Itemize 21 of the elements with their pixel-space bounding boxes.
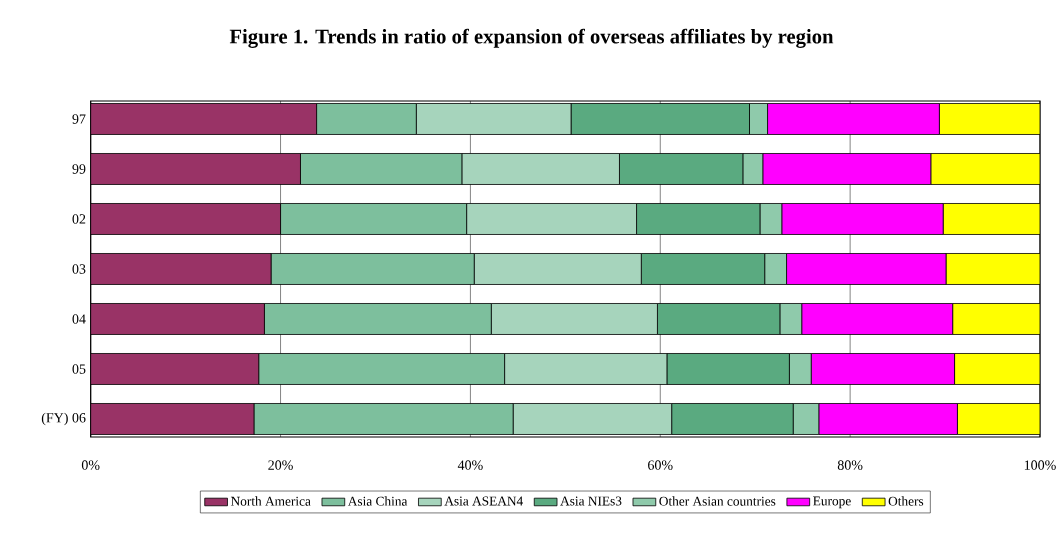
x-tick-label: 100% <box>1024 460 1056 470</box>
x-tick-label: 20% <box>268 460 293 470</box>
legend-label: North America <box>230 496 311 506</box>
legend-label: Asia NIEs3 <box>560 496 622 506</box>
x-tick-label: 40% <box>457 460 483 470</box>
y-tick-label: 04 <box>72 314 86 324</box>
y-tick-label: 05 <box>72 364 86 374</box>
y-tick-label: 02 <box>72 214 86 224</box>
legend-label: Asia China <box>347 496 408 506</box>
legend-label: Europe <box>813 496 851 509</box>
legend-label: Asia ASEAN4 <box>444 496 523 506</box>
x-tick-label: 80% <box>837 460 863 470</box>
x-tick-label: 60% <box>648 460 673 470</box>
y-tick-label: 97 <box>72 114 86 124</box>
x-tick-label: 0% <box>81 460 100 470</box>
y-tick-label: 99 <box>72 164 86 174</box>
chart-title: Figure 1. Trends in ratio of expansion of overseas affiliates by region <box>229 28 834 48</box>
legend-label: Other Asian countries <box>659 496 776 506</box>
legend-label: Others <box>888 496 924 506</box>
y-tick-label: (FY) 06 <box>41 412 86 426</box>
y-tick-label: 03 <box>72 264 86 274</box>
